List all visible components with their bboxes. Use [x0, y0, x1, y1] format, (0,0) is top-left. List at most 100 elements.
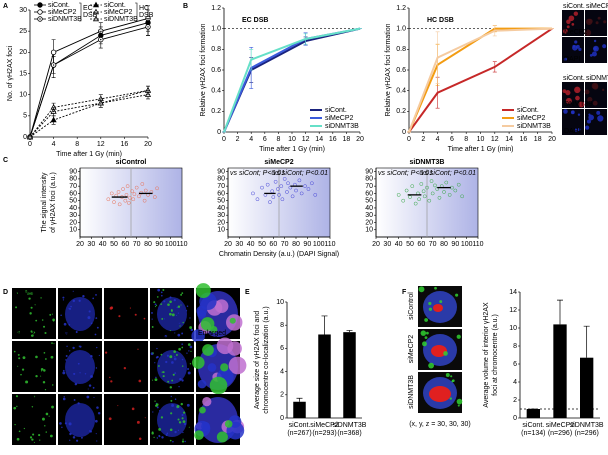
y-tick-label: 0.8	[396, 46, 406, 53]
error-bar	[583, 325, 590, 358]
y-tick-label: 40	[217, 205, 225, 212]
legend-bracket	[135, 2, 138, 22]
image-dot	[88, 384, 92, 387]
y-tick-label: 30	[217, 212, 225, 219]
image-dot	[50, 434, 53, 438]
image-dot	[160, 294, 163, 297]
image-dot	[33, 395, 36, 398]
point	[116, 190, 121, 194]
legend-label: siCont.	[48, 2, 70, 9]
image-dot	[34, 304, 36, 306]
image-dot	[42, 381, 46, 384]
image-dot	[178, 385, 180, 388]
image-dot	[29, 312, 32, 315]
x-axis-label: Chromatin Density (a.u.) (DAPI Signal)	[219, 251, 339, 258]
image-dot	[169, 330, 172, 332]
image-dot	[191, 329, 205, 343]
channel-label: Enlarged	[198, 330, 226, 337]
marker-dot	[95, 18, 97, 20]
image-dot	[584, 89, 590, 95]
image-dot	[65, 359, 67, 361]
point	[123, 198, 128, 203]
image-dot	[175, 354, 178, 356]
image-dot	[173, 299, 176, 302]
image-dot	[587, 96, 593, 103]
image-dot	[571, 22, 575, 26]
image-dot	[220, 363, 229, 372]
point	[106, 197, 111, 202]
image-dot	[62, 371, 66, 375]
x-tick-label: 20	[144, 141, 152, 148]
x-tick-label: 80	[144, 241, 152, 248]
image-dot	[87, 316, 91, 320]
image-dot	[181, 343, 184, 346]
y-tick-label: 0	[513, 415, 517, 422]
image-dot	[174, 356, 176, 358]
x-tick-label: 50	[406, 241, 414, 248]
x-tick-label: 90	[451, 241, 459, 248]
image-dot	[574, 40, 578, 44]
image-dot	[187, 368, 190, 371]
image-dot	[29, 436, 33, 439]
x-tick-label: 60	[121, 241, 129, 248]
image-dot	[573, 11, 579, 16]
image-dot	[228, 356, 247, 375]
legend-label: siDNMT3B	[48, 16, 82, 23]
sample-size: (n=368)	[337, 430, 361, 437]
y-tick-label: 12	[509, 307, 517, 314]
series-line	[29, 22, 149, 138]
y-axis-label: Average size of γH2AX foci and	[254, 311, 261, 409]
y-tick-label: 20	[19, 49, 27, 56]
micrograph	[12, 341, 56, 392]
image-dot	[164, 334, 168, 338]
point	[404, 188, 409, 193]
image-dot	[188, 350, 190, 352]
image-dot	[43, 369, 46, 372]
sample-size: (n=134)	[521, 430, 545, 437]
micrograph	[562, 37, 584, 63]
image-dot	[97, 412, 101, 415]
y-tick-label: 90	[217, 168, 225, 175]
y-axis-label: foci at chromocentre (a.u.)	[492, 314, 499, 396]
x-tick-label: 6	[263, 136, 267, 143]
x-tick-label: siCont.	[289, 422, 311, 429]
image-dot	[568, 15, 575, 22]
image-dot	[40, 375, 42, 377]
image-dot	[160, 291, 163, 294]
series-line	[29, 94, 149, 138]
y-tick-label: 10	[69, 227, 77, 234]
image-column-label: siCont.	[563, 3, 585, 10]
image-dot	[169, 312, 172, 316]
marker	[50, 49, 57, 56]
image-dot	[592, 100, 598, 106]
image-dot	[18, 357, 21, 360]
image-dot	[156, 355, 159, 359]
point	[132, 192, 137, 196]
point	[279, 184, 284, 189]
sample-size: (n=296)	[575, 430, 599, 437]
image-dot	[189, 345, 193, 349]
image-dot	[152, 379, 154, 381]
image-dot	[563, 109, 568, 114]
x-tick-label: siMeCP2	[310, 422, 339, 429]
image-dot	[17, 353, 20, 356]
image-dot	[25, 380, 29, 384]
image-dot	[174, 332, 176, 334]
image-dot	[439, 300, 443, 303]
x-tick-label: 90	[155, 241, 163, 248]
image-dot	[180, 402, 183, 406]
image-dot	[188, 426, 190, 428]
point	[447, 193, 452, 197]
image-dot	[15, 306, 18, 309]
x-axis-label: Time after 1 Gy (min)	[56, 151, 122, 158]
image-dot	[137, 348, 139, 350]
legend-label: siMeCP2	[325, 115, 354, 122]
x-tick-label: 8	[75, 141, 79, 148]
image-dot	[592, 83, 599, 90]
nucleus	[65, 403, 95, 437]
x-tick-label: siMeCP2	[546, 422, 575, 429]
image-dot	[144, 417, 146, 419]
bar	[343, 332, 356, 418]
image-dot	[151, 311, 153, 314]
sample-size: (n=296)	[548, 430, 572, 437]
